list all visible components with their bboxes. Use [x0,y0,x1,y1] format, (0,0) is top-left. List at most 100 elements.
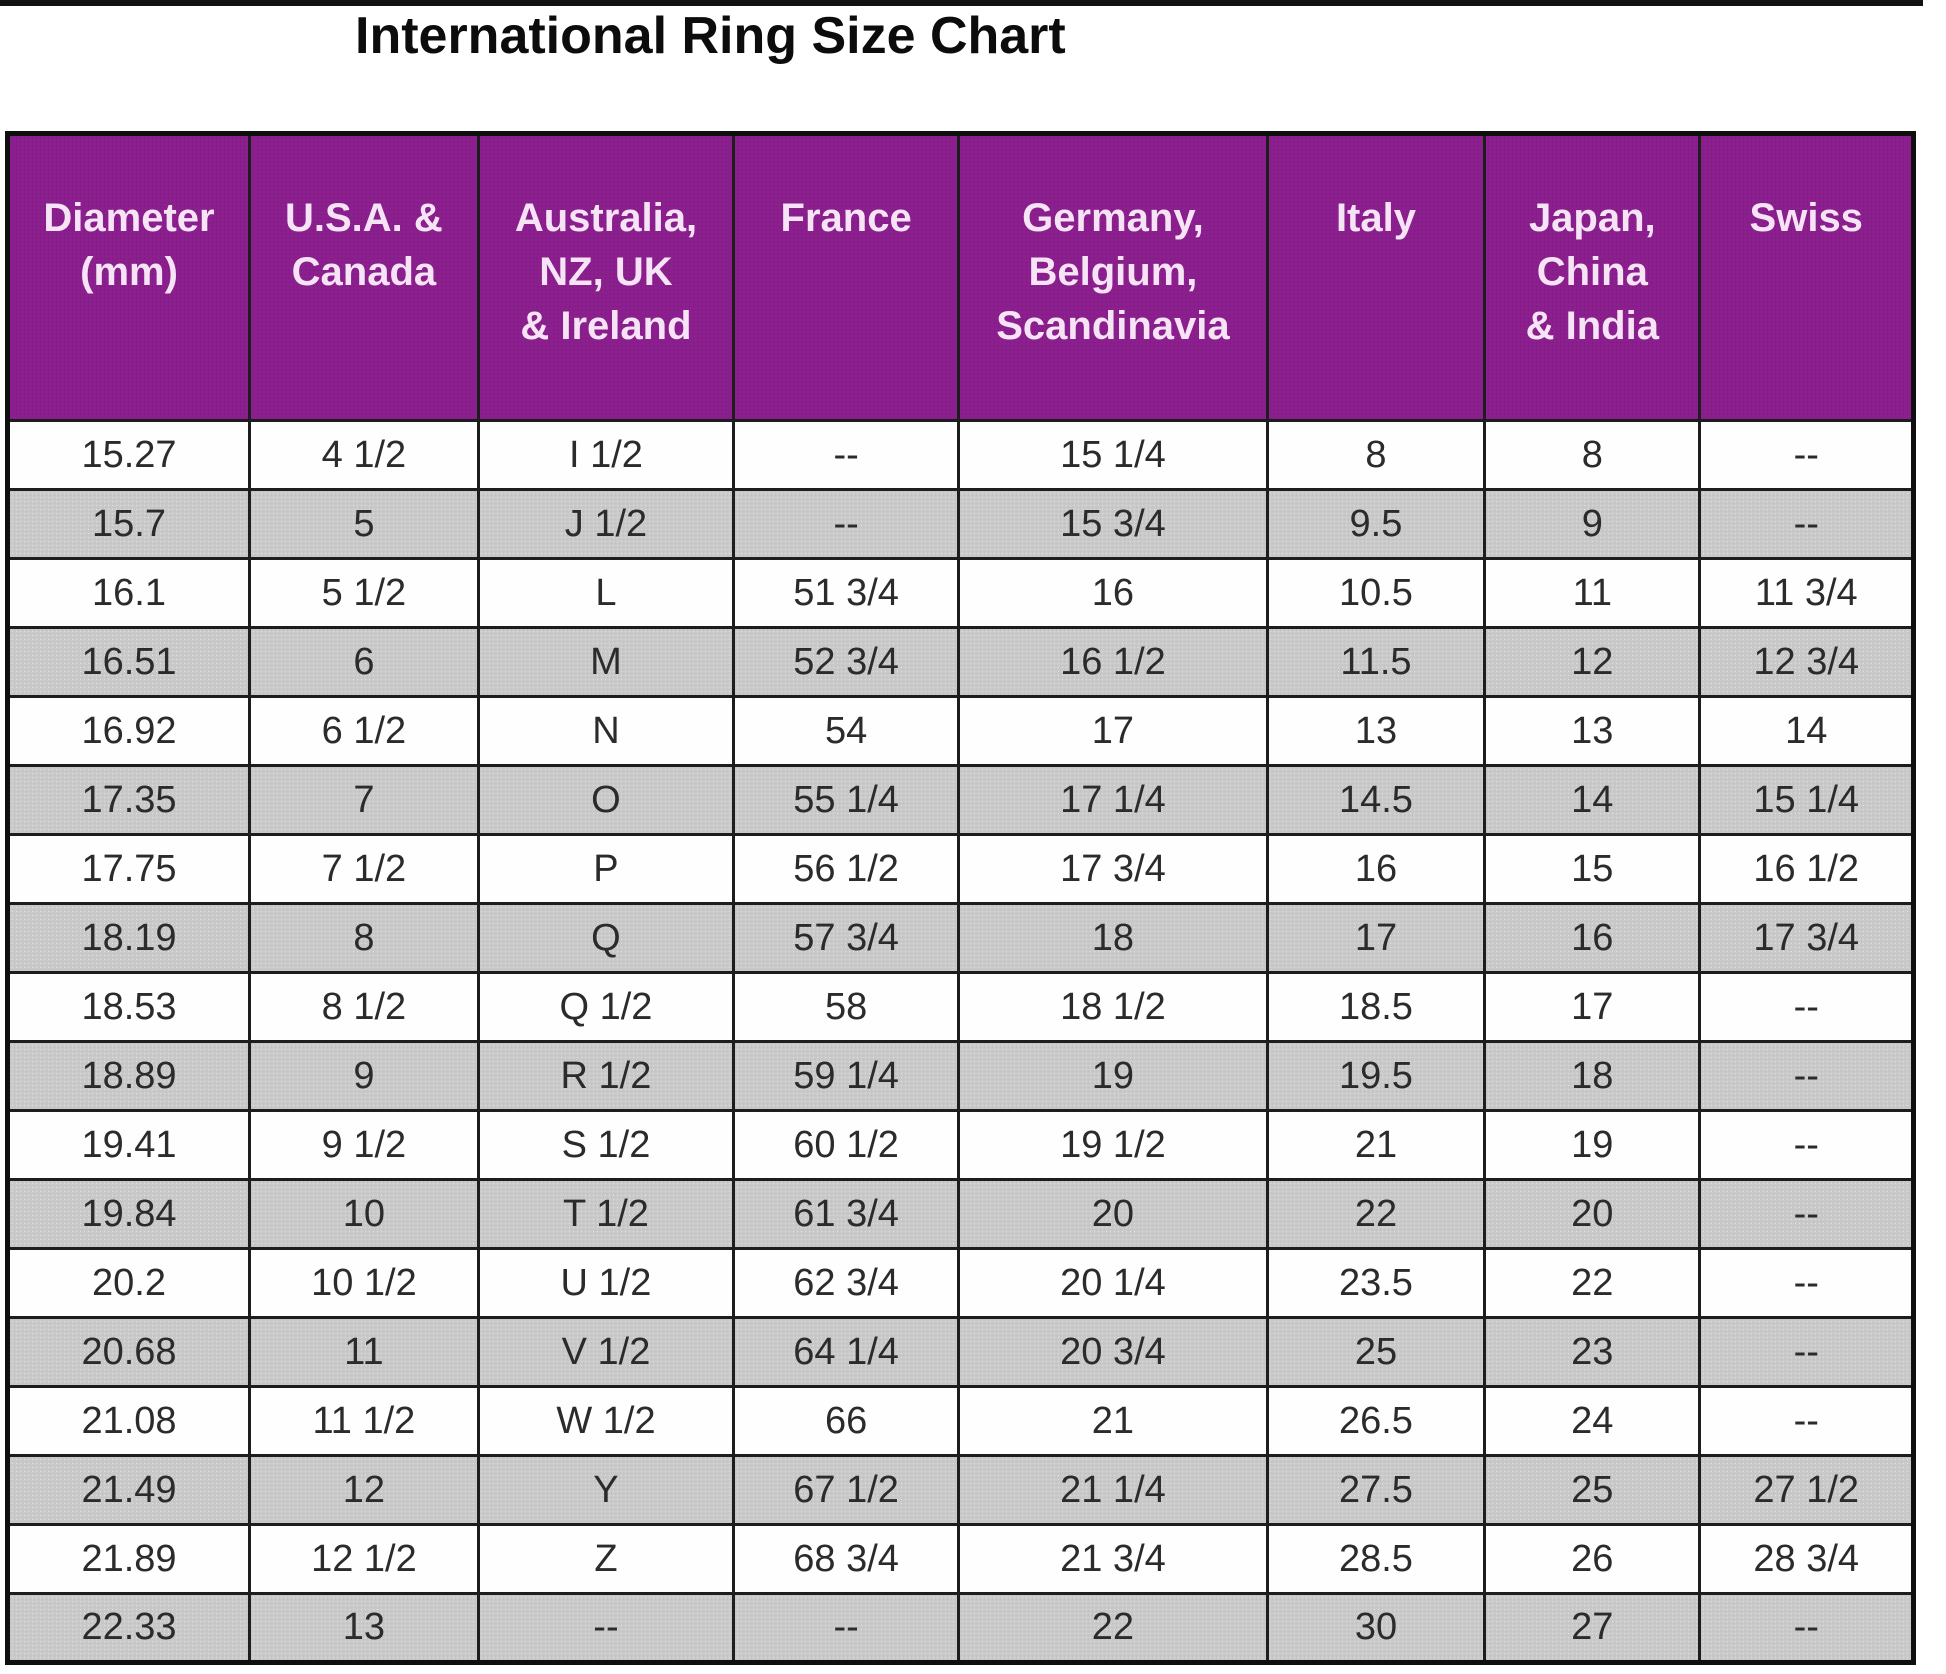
cell-r9-c5: 18 1/2 [957,971,1269,1043]
cell-r8-c4: 57 3/4 [732,902,961,974]
cell-r13-c1: 20.2 [5,1247,252,1319]
cell-r5-c7: 13 [1483,695,1702,767]
cell-r6-c1: 17.35 [5,764,252,836]
table-row-3: 16.1 5 1/2 L 51 3/4 16 10.5 11 11 3/4 [5,557,1915,629]
cell-r9-c2: 8 1/2 [248,971,480,1043]
cell-r5-c2: 6 1/2 [248,695,480,767]
table-row-17: 21.89 12 1/2 Z 68 3/4 21 3/4 28.5 26 28 3/4 [5,1523,1915,1595]
cell-r10-c3: R 1/2 [476,1040,736,1112]
cell-r12-c7: 20 [1483,1178,1702,1250]
cell-r17-c8: 28 3/4 [1698,1523,1915,1595]
table-body: 15.27 4 1/2 I 1/2 -- 15 1/4 8 8 -- 15.7 5 J 1/2 -- 1… [5,419,1915,1664]
cell-r8-c7: 16 [1483,902,1702,974]
cell-r16-c1: 21.49 [5,1454,252,1526]
cell-r15-c3: W 1/2 [476,1385,736,1457]
cell-r16-c6: 27.5 [1265,1454,1487,1526]
cell-r3-c1: 16.1 [5,557,252,629]
cell-r11-c6: 21 [1265,1109,1487,1181]
cell-r13-c3: U 1/2 [476,1247,736,1319]
cell-r16-c8: 27 1/2 [1698,1454,1915,1526]
cell-r12-c4: 61 3/4 [732,1178,961,1250]
cell-r17-c4: 68 3/4 [732,1523,961,1595]
cell-r8-c8: 17 3/4 [1698,902,1915,974]
cell-r3-c3: L [476,557,736,629]
table-row-12: 19.84 10 T 1/2 61 3/4 20 22 20 -- [5,1178,1915,1250]
cell-r4-c6: 11.5 [1265,626,1487,698]
cell-r16-c4: 67 1/2 [732,1454,961,1526]
cell-r15-c1: 21.08 [5,1385,252,1457]
cell-r9-c6: 18.5 [1265,971,1487,1043]
cell-r9-c7: 17 [1483,971,1702,1043]
cell-r17-c1: 21.89 [5,1523,252,1595]
cell-r12-c6: 22 [1265,1178,1487,1250]
cell-r3-c6: 10.5 [1265,557,1487,629]
cell-r6-c8: 15 1/4 [1698,764,1915,836]
cell-r1-c6: 8 [1265,419,1487,491]
cell-r14-c6: 25 [1265,1316,1487,1388]
cell-r4-c2: 6 [248,626,480,698]
cell-r8-c3: Q [476,902,736,974]
table-row-9: 18.53 8 1/2 Q 1/2 58 18 1/2 18.5 17 -- [5,971,1915,1043]
table-row-2: 15.7 5 J 1/2 -- 15 3/4 9.5 9 -- [5,488,1915,560]
cell-r4-c7: 12 [1483,626,1702,698]
cell-r12-c3: T 1/2 [476,1178,736,1250]
cell-r15-c4: 66 [732,1385,961,1457]
cell-r1-c7: 8 [1483,419,1702,491]
cell-r15-c6: 26.5 [1265,1385,1487,1457]
cell-r7-c6: 16 [1265,833,1487,905]
cell-r13-c8: -- [1698,1247,1915,1319]
cell-r12-c8: -- [1698,1178,1915,1250]
cell-r15-c5: 21 [957,1385,1269,1457]
cell-r18-c3: -- [476,1592,736,1664]
cell-r13-c4: 62 3/4 [732,1247,961,1319]
cell-r9-c3: Q 1/2 [476,971,736,1043]
cell-r4-c4: 52 3/4 [732,626,961,698]
cell-r7-c2: 7 1/2 [248,833,480,905]
table-row-11: 19.41 9 1/2 S 1/2 60 1/2 19 1/2 21 19 -- [5,1109,1915,1181]
cell-r9-c4: 58 [732,971,961,1043]
cell-r6-c2: 7 [248,764,480,836]
cell-r1-c1: 15.27 [5,419,252,491]
cell-r11-c7: 19 [1483,1109,1702,1181]
cell-r13-c7: 22 [1483,1247,1702,1319]
cell-r8-c6: 17 [1265,902,1487,974]
cell-r5-c1: 16.92 [5,695,252,767]
table-row-13: 20.2 10 1/2 U 1/2 62 3/4 20 1/4 23.5 22 -- [5,1247,1915,1319]
cell-r10-c4: 59 1/4 [732,1040,961,1112]
cell-r6-c3: O [476,764,736,836]
cell-r18-c5: 22 [957,1592,1269,1664]
table-row-18: 22.33 13 -- -- 22 30 27 -- [5,1592,1915,1664]
cell-r7-c4: 56 1/2 [732,833,961,905]
cell-r4-c3: M [476,626,736,698]
cell-r5-c4: 54 [732,695,961,767]
cell-r14-c8: -- [1698,1316,1915,1388]
cell-r6-c4: 55 1/4 [732,764,961,836]
cell-r17-c3: Z [476,1523,736,1595]
cell-r6-c6: 14.5 [1265,764,1487,836]
header-row: Diameter (mm) U.S.A. & Canada Australia, N… [5,132,1915,422]
cell-r10-c1: 18.89 [5,1040,252,1112]
cell-r1-c8: -- [1698,419,1915,491]
cell-r7-c5: 17 3/4 [957,833,1269,905]
cell-r5-c3: N [476,695,736,767]
cell-r17-c6: 28.5 [1265,1523,1487,1595]
cell-r8-c5: 18 [957,902,1269,974]
cell-r4-c1: 16.51 [5,626,252,698]
cell-r14-c4: 64 1/4 [732,1316,961,1388]
cell-r13-c5: 20 1/4 [957,1247,1269,1319]
cell-r5-c8: 14 [1698,695,1915,767]
cell-r18-c8: -- [1698,1592,1915,1664]
cell-r14-c7: 23 [1483,1316,1702,1388]
column-header-5: Germany, Belgium, Scandinavia [957,132,1269,422]
cell-r11-c1: 19.41 [5,1109,252,1181]
cell-r7-c7: 15 [1483,833,1702,905]
table-row-7: 17.75 7 1/2 P 56 1/2 17 3/4 16 15 16 1/2 [5,833,1915,905]
cell-r18-c7: 27 [1483,1592,1702,1664]
cell-r8-c1: 18.19 [5,902,252,974]
cell-r2-c6: 9.5 [1265,488,1487,560]
table-row-15: 21.08 11 1/2 W 1/2 66 21 26.5 24 -- [5,1385,1915,1457]
cell-r2-c5: 15 3/4 [957,488,1269,560]
cell-r3-c8: 11 3/4 [1698,557,1915,629]
cell-r6-c7: 14 [1483,764,1702,836]
table-row-8: 18.19 8 Q 57 3/4 18 17 16 17 3/4 [5,902,1915,974]
